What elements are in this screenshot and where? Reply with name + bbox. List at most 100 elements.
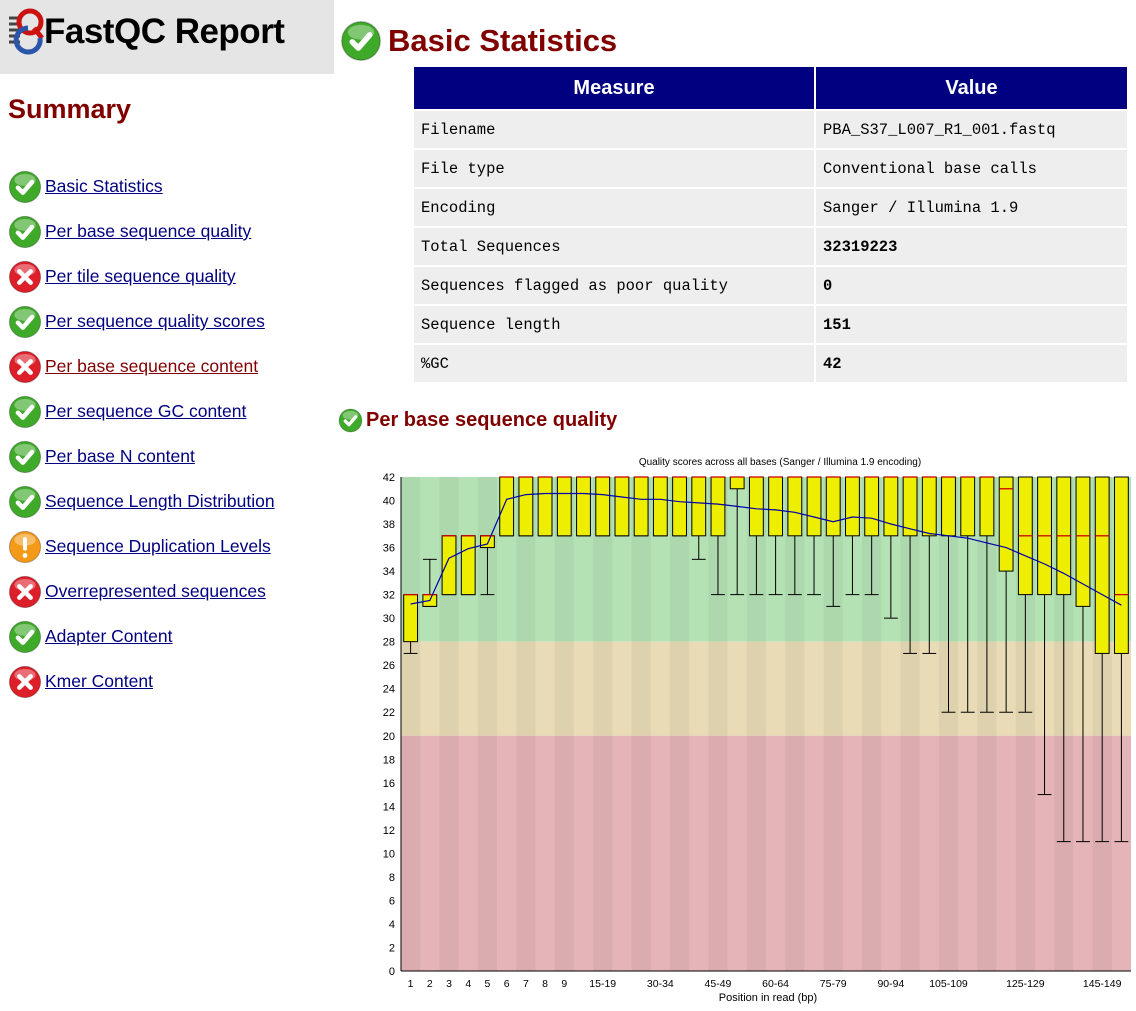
y-tick-label: 2 bbox=[389, 942, 395, 954]
value-cell: 0 bbox=[816, 267, 1127, 304]
summary-link[interactable]: Sequence Duplication Levels bbox=[45, 536, 271, 556]
y-tick-label: 4 bbox=[389, 919, 395, 931]
box bbox=[748, 476, 764, 537]
measure-cell: File type bbox=[414, 150, 814, 187]
box bbox=[729, 476, 745, 490]
box bbox=[652, 476, 668, 537]
value-cell: 32319223 bbox=[816, 228, 1127, 265]
summary-item: Sequence Duplication Levels bbox=[8, 524, 275, 569]
quality-boxplot-chart: 0 2 4 6 8 10 12 14 16 18 20 22 24 26 28 30 32 34 36 38 40 42 1… bbox=[352, 450, 1132, 1011]
basic-statistics-table: Measure Value Filename PBA_S37_L007_R1_00… bbox=[412, 65, 1129, 384]
x-tick-label: 6 bbox=[504, 978, 510, 990]
box bbox=[403, 594, 419, 643]
x-tick-label: 30-34 bbox=[647, 978, 674, 990]
summary-link[interactable]: Sequence Length Distribution bbox=[45, 491, 275, 511]
box bbox=[691, 476, 707, 537]
summary-item: Per sequence GC content bbox=[8, 389, 275, 434]
y-tick-label: 18 bbox=[383, 754, 395, 766]
x-tick-label: 125-129 bbox=[1006, 978, 1045, 990]
summary-link[interactable]: Per sequence quality scores bbox=[45, 311, 265, 331]
column-header-value: Value bbox=[816, 67, 1127, 109]
box bbox=[576, 476, 591, 537]
stripe bbox=[823, 477, 843, 971]
stripe bbox=[1015, 477, 1035, 971]
box bbox=[633, 476, 649, 537]
box bbox=[537, 476, 553, 537]
box bbox=[1075, 476, 1091, 607]
stripe bbox=[900, 477, 920, 971]
check-circle-icon bbox=[8, 620, 42, 654]
y-tick-label: 10 bbox=[383, 848, 395, 860]
box bbox=[1113, 476, 1129, 654]
x-circle-icon bbox=[8, 260, 42, 294]
summary-link[interactable]: Per tile sequence quality bbox=[45, 266, 236, 286]
summary-item: Per base sequence content bbox=[8, 344, 275, 389]
measure-cell: Filename bbox=[414, 111, 814, 148]
stripe bbox=[938, 477, 959, 971]
y-tick-label: 22 bbox=[383, 707, 395, 719]
stripe bbox=[862, 477, 882, 971]
summary-item: Basic Statistics bbox=[8, 164, 275, 209]
measure-cell: Encoding bbox=[414, 189, 814, 226]
box bbox=[595, 476, 611, 537]
summary-link[interactable]: Per base sequence content bbox=[45, 356, 259, 376]
measure-cell: Total Sequences bbox=[414, 228, 814, 265]
summary-link[interactable]: Basic Statistics bbox=[45, 176, 163, 196]
summary-link[interactable]: Kmer Content bbox=[45, 671, 153, 691]
y-tick-label: 40 bbox=[383, 496, 395, 508]
x-tick-label: 145-149 bbox=[1083, 978, 1122, 990]
report-header: FastQC Report bbox=[0, 0, 334, 74]
measure-cell: Sequence length bbox=[414, 306, 814, 343]
value-cell: 151 bbox=[816, 306, 1127, 343]
stripe bbox=[977, 477, 997, 971]
summary-link[interactable]: Per base sequence quality bbox=[45, 221, 252, 241]
x-tick-label: 2 bbox=[427, 978, 433, 990]
value-cell: Sanger / Illumina 1.9 bbox=[816, 189, 1127, 226]
stripe bbox=[669, 477, 690, 971]
summary-item: Per sequence quality scores bbox=[8, 299, 275, 344]
x-tick-label: 75-79 bbox=[820, 978, 847, 990]
basic-statistics-title: Basic Statistics bbox=[388, 23, 618, 58]
y-tick-label: 38 bbox=[383, 519, 395, 531]
table-header-row: Measure Value bbox=[414, 67, 1127, 109]
y-tick-label: 24 bbox=[383, 684, 395, 696]
stripe bbox=[631, 477, 651, 971]
chart-title: Quality scores across all bases (Sanger … bbox=[639, 457, 921, 468]
table-row: %GC 42 bbox=[414, 345, 1127, 382]
y-tick-label: 26 bbox=[383, 660, 395, 672]
summary-link[interactable]: Per base N content bbox=[45, 446, 195, 466]
check-circle-icon bbox=[340, 20, 382, 62]
y-tick-label: 14 bbox=[383, 801, 395, 813]
summary-link[interactable]: Per sequence GC content bbox=[45, 401, 247, 421]
box bbox=[1094, 476, 1110, 654]
y-tick-label: 16 bbox=[383, 778, 395, 790]
box bbox=[979, 476, 995, 537]
value-cell: 42 bbox=[816, 345, 1127, 382]
summary-list: Basic Statistics Per base sequence qualit… bbox=[8, 164, 275, 704]
quality-boxplot-svg: 0246810121416182022242628303234363840421… bbox=[383, 457, 1131, 1004]
stripe bbox=[708, 477, 728, 971]
per-base-quality-heading: Per base sequence quality bbox=[338, 408, 617, 433]
y-tick-label: 12 bbox=[383, 825, 395, 837]
summary-link[interactable]: Overrepresented sequences bbox=[45, 581, 266, 601]
box bbox=[883, 476, 899, 537]
box bbox=[845, 476, 860, 537]
x-circle-icon bbox=[8, 665, 42, 699]
y-tick-label: 42 bbox=[383, 472, 395, 484]
per-base-quality-title: Per base sequence quality bbox=[366, 409, 618, 431]
y-tick-label: 32 bbox=[383, 590, 395, 602]
x-tick-label: 60-64 bbox=[762, 978, 789, 990]
zone-acceptable bbox=[401, 641, 1131, 736]
box bbox=[921, 476, 937, 537]
table-row: Sequence length 151 bbox=[414, 306, 1127, 343]
box bbox=[710, 476, 726, 537]
y-tick-label: 20 bbox=[383, 731, 395, 743]
stripe bbox=[746, 477, 766, 971]
y-tick-label: 6 bbox=[389, 895, 395, 907]
table-row: Total Sequences 32319223 bbox=[414, 228, 1127, 265]
check-circle-icon bbox=[8, 485, 42, 519]
box bbox=[787, 476, 803, 537]
x-tick-label: 7 bbox=[523, 978, 529, 990]
summary-link[interactable]: Adapter Content bbox=[45, 626, 173, 646]
summary-item: Kmer Content bbox=[8, 659, 275, 704]
